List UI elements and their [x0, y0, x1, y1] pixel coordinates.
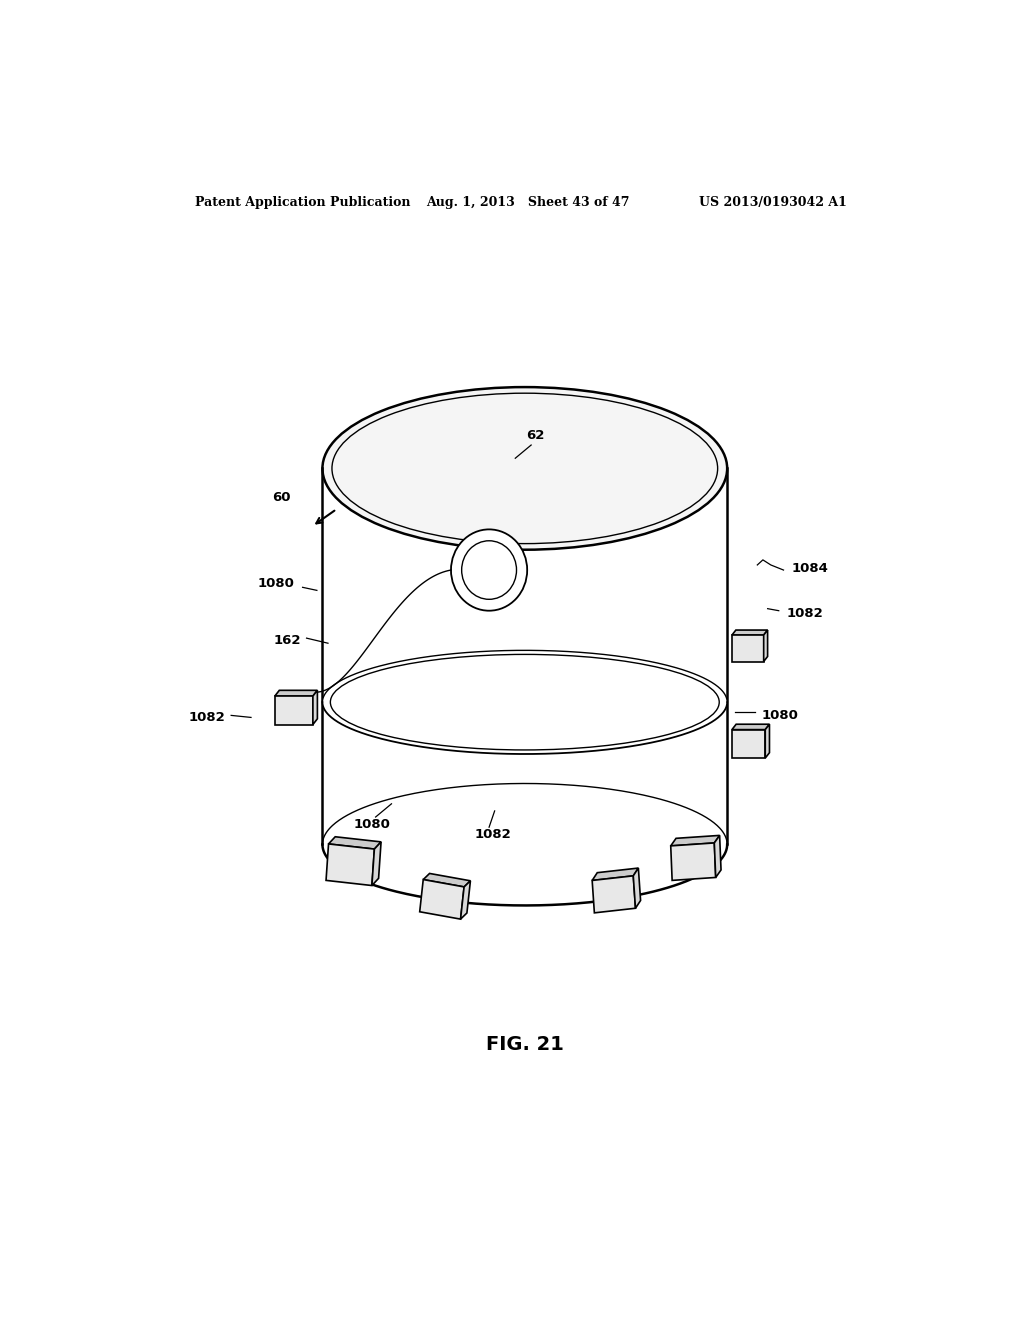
Ellipse shape [455, 536, 523, 581]
Polygon shape [732, 725, 769, 730]
Text: 1082: 1082 [786, 607, 823, 620]
Text: US 2013/0193042 A1: US 2013/0193042 A1 [699, 195, 847, 209]
Ellipse shape [462, 541, 516, 599]
Polygon shape [461, 880, 470, 919]
Polygon shape [732, 630, 768, 635]
Polygon shape [671, 836, 720, 846]
Polygon shape [323, 469, 727, 845]
Polygon shape [633, 869, 641, 908]
Polygon shape [423, 874, 470, 887]
Polygon shape [732, 635, 764, 661]
Text: 60: 60 [272, 491, 291, 504]
Polygon shape [764, 630, 768, 661]
Polygon shape [732, 730, 765, 758]
Polygon shape [420, 879, 464, 919]
Polygon shape [715, 836, 721, 878]
Text: 1082: 1082 [475, 828, 511, 841]
Text: 1080: 1080 [761, 709, 798, 722]
Polygon shape [274, 696, 313, 725]
Polygon shape [313, 690, 317, 725]
Polygon shape [671, 843, 716, 880]
Polygon shape [372, 842, 381, 886]
Ellipse shape [323, 784, 727, 906]
Text: Patent Application Publication: Patent Application Publication [196, 195, 411, 209]
Polygon shape [274, 690, 317, 696]
Polygon shape [592, 869, 638, 880]
Text: 1082: 1082 [188, 711, 225, 723]
Text: Aug. 1, 2013   Sheet 43 of 47: Aug. 1, 2013 Sheet 43 of 47 [426, 195, 629, 209]
Ellipse shape [451, 529, 527, 611]
Polygon shape [329, 837, 381, 849]
Ellipse shape [323, 387, 727, 549]
Polygon shape [326, 843, 375, 886]
Text: 62: 62 [526, 429, 545, 442]
Polygon shape [765, 725, 769, 758]
Text: FIG. 21: FIG. 21 [485, 1035, 564, 1055]
Text: 162: 162 [273, 634, 301, 647]
Text: 1080: 1080 [354, 817, 391, 830]
Text: 1084: 1084 [792, 561, 828, 574]
Ellipse shape [323, 651, 727, 754]
Polygon shape [592, 876, 636, 913]
Text: 1080: 1080 [258, 577, 295, 590]
